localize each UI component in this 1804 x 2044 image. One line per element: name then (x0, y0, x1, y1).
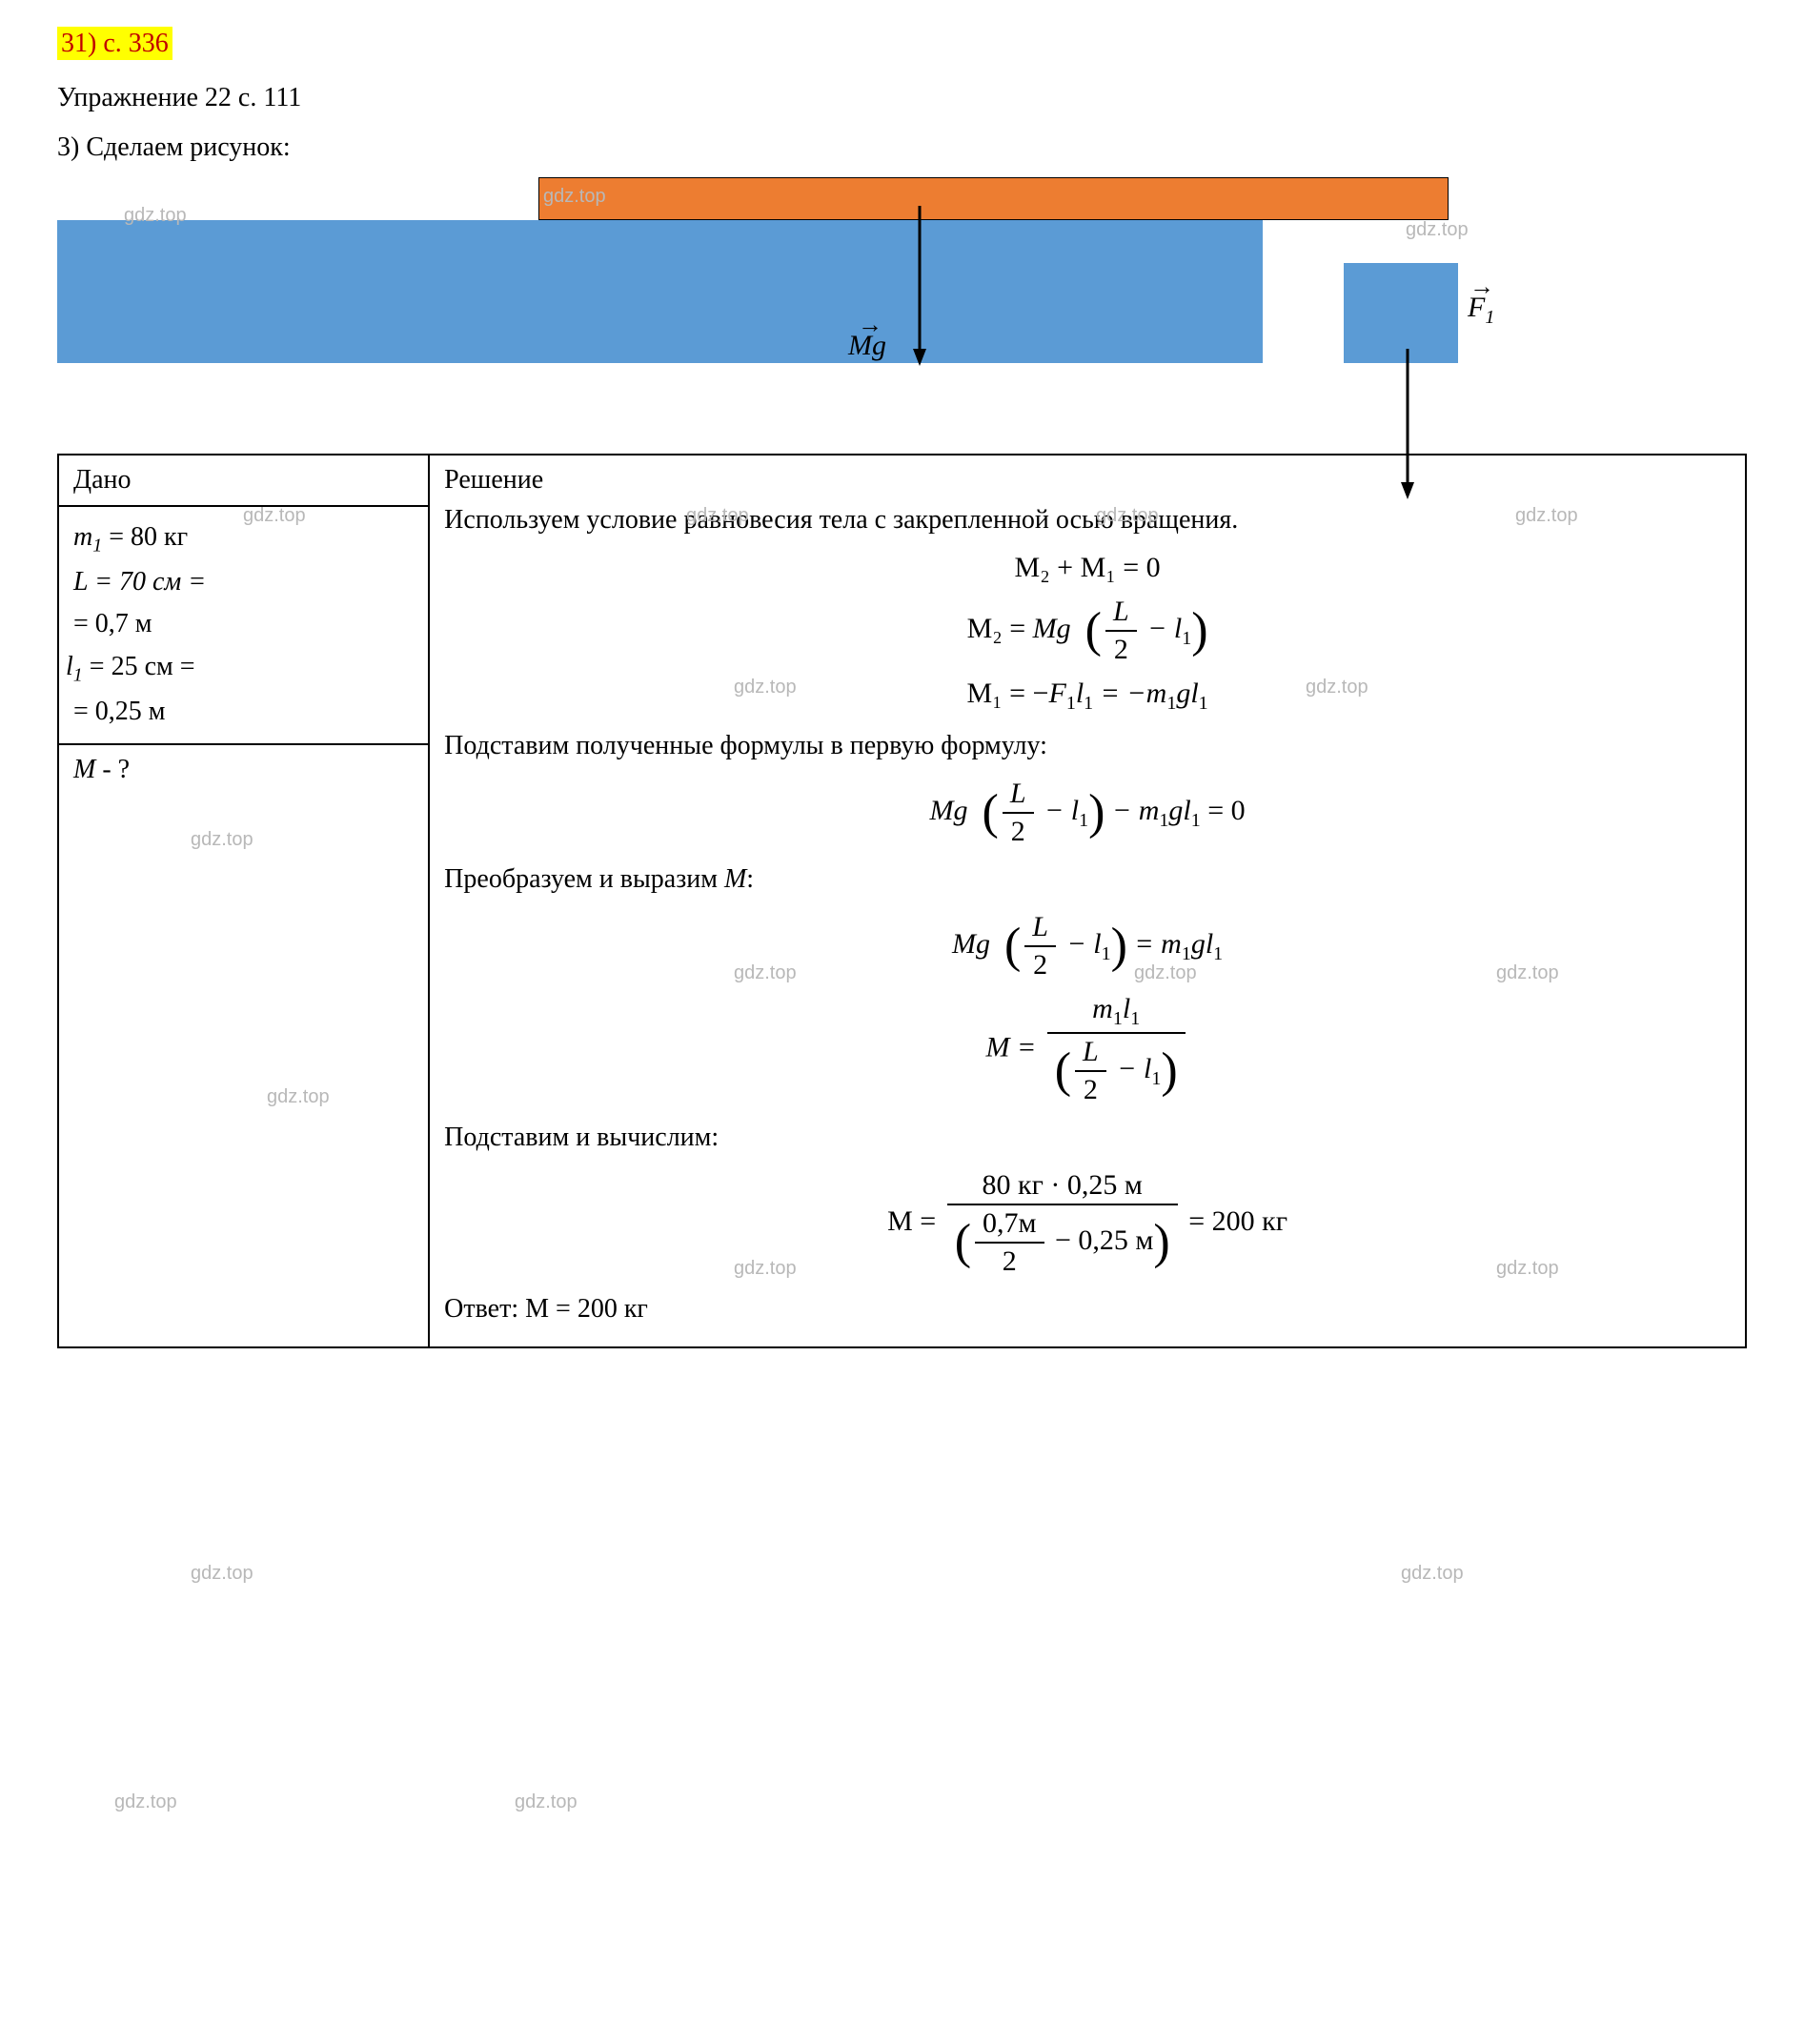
arrow-mg-icon (910, 206, 929, 368)
solution-header: Решение (444, 465, 1731, 496)
f1-sub: 1 (1485, 307, 1494, 328)
given-column: Дано m1 = 80 кг L = 70 см = = 0,7 м l1 =… (59, 455, 430, 1346)
given-m1: m1 = 80 кг (73, 516, 414, 561)
formula-1: М₂ + М₁ = 0 (444, 552, 1731, 584)
formula-2: М₂ = Mg (L2 − l1) (444, 596, 1731, 666)
diagram-blue-table (57, 220, 1263, 363)
problem-number: 31) с. 336 (57, 29, 1747, 59)
given-l1-1: l1 = 25 см = (66, 646, 414, 691)
given-data: m1 = 80 кг L = 70 см = = 0,7 м l1 = 25 с… (59, 507, 428, 745)
given-header: Дано (59, 455, 428, 507)
solution-column: Решение Используем условие равновесия те… (430, 455, 1745, 1346)
given-l1-2: = 0,25 м (73, 691, 414, 734)
mg-vector-text: Mg (848, 330, 886, 361)
answer: Ответ: М = 200 кг (444, 1289, 1731, 1329)
solution-table: Дано m1 = 80 кг L = 70 см = = 0,7 м l1 =… (57, 454, 1747, 1348)
given-L2: = 0,7 м (73, 603, 414, 646)
diagram-orange-bar (538, 177, 1449, 220)
problem-number-text: 31) с. 336 (57, 27, 172, 60)
physics-diagram: Mg F1 (57, 177, 1747, 444)
drawing-label: 3) Сделаем рисунок: (57, 132, 1747, 163)
formula-7: М = 80 кг · 0,25 м (0,7м2 − 0,25 м) = 20… (444, 1169, 1731, 1278)
formula-3: М₁ = −F1l1 = −m1gl1 (444, 678, 1731, 715)
given-L1: L = 70 см = (73, 561, 414, 604)
solution-text-1: Используем условие равновесия тела с зак… (444, 500, 1731, 540)
label-f1: F1 (1468, 292, 1494, 329)
watermark: gdz.top (1401, 1563, 1464, 1585)
watermark: gdz.top (191, 1563, 253, 1585)
solution-text-3: Преобразуем и выразим М: (444, 860, 1731, 900)
arrow-f1-icon (1398, 349, 1417, 501)
exercise-reference: Упражнение 22 с. 111 (57, 83, 1747, 113)
watermark: gdz.top (114, 1791, 177, 1813)
watermark: gdz.top (515, 1791, 578, 1813)
formula-5: Mg (L2 − l1) = m1gl1 (444, 911, 1731, 982)
solution-text-4: Подставим и вычислим: (444, 1118, 1731, 1158)
label-mg: Mg (848, 330, 886, 362)
solution-text-2: Подставим полученные формулы в первую фо… (444, 726, 1731, 766)
formula-4: Mg (L2 − l1) − m1gl1 = 0 (444, 778, 1731, 848)
formula-6: М = m1l1 (L2 − l1) (444, 993, 1731, 1106)
f1-var: F (1468, 292, 1485, 323)
find-data: M - ? (59, 745, 428, 1346)
